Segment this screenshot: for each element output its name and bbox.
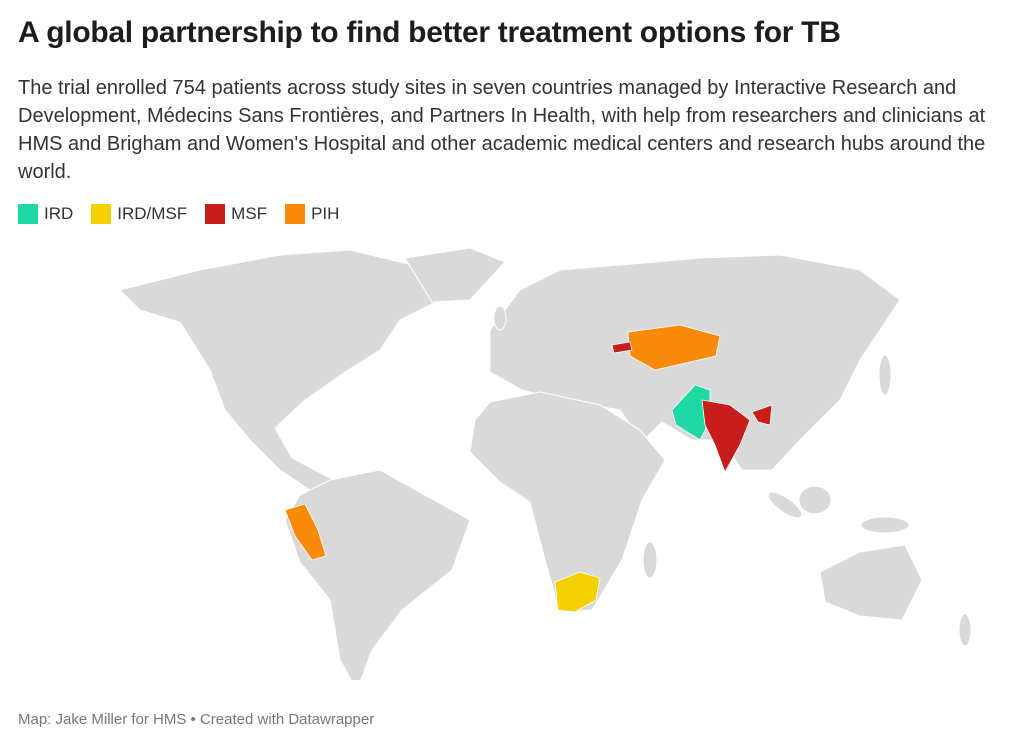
uk [493, 305, 507, 331]
india [701, 399, 751, 473]
legend-label: IRD [44, 204, 74, 223]
legend-swatch [91, 204, 112, 224]
legend-swatch [205, 204, 226, 224]
japan [878, 354, 892, 396]
legend-item: IRD/MSF [91, 204, 187, 224]
world-map [119, 247, 972, 680]
africa [469, 391, 666, 613]
legend-swatch [18, 204, 38, 224]
description: The trial enrolled 754 patients across s… [18, 77, 986, 183]
north-america [119, 249, 441, 506]
australia [819, 544, 923, 621]
south-africa [554, 571, 601, 613]
madagascar [642, 541, 658, 579]
land [119, 247, 972, 680]
legend-label: PIH [311, 204, 340, 223]
legend-label: IRD/MSF [117, 204, 188, 223]
new-zealand [958, 613, 972, 647]
greenland [404, 247, 506, 303]
new-guinea [860, 516, 910, 534]
india-northeast [751, 404, 773, 426]
highlighted-countries [284, 324, 773, 613]
south-america [284, 469, 471, 680]
sumatra [767, 491, 803, 519]
borneo [798, 485, 832, 515]
legend-label: MSF [231, 204, 268, 223]
kazakhstan [627, 324, 721, 371]
legend-swatch [285, 204, 306, 224]
legend-item: MSF [205, 204, 267, 224]
legend-item: IRD [18, 204, 73, 224]
title: A global partnership to find better trea… [18, 16, 841, 49]
legend: IRD IRD/MSF MSF PIH [18, 204, 339, 224]
georgia [611, 341, 633, 354]
footer: Map: Jake Miller for HMS • Created with … [18, 711, 375, 728]
legend-item: PIH [285, 204, 339, 224]
peru [284, 503, 327, 561]
